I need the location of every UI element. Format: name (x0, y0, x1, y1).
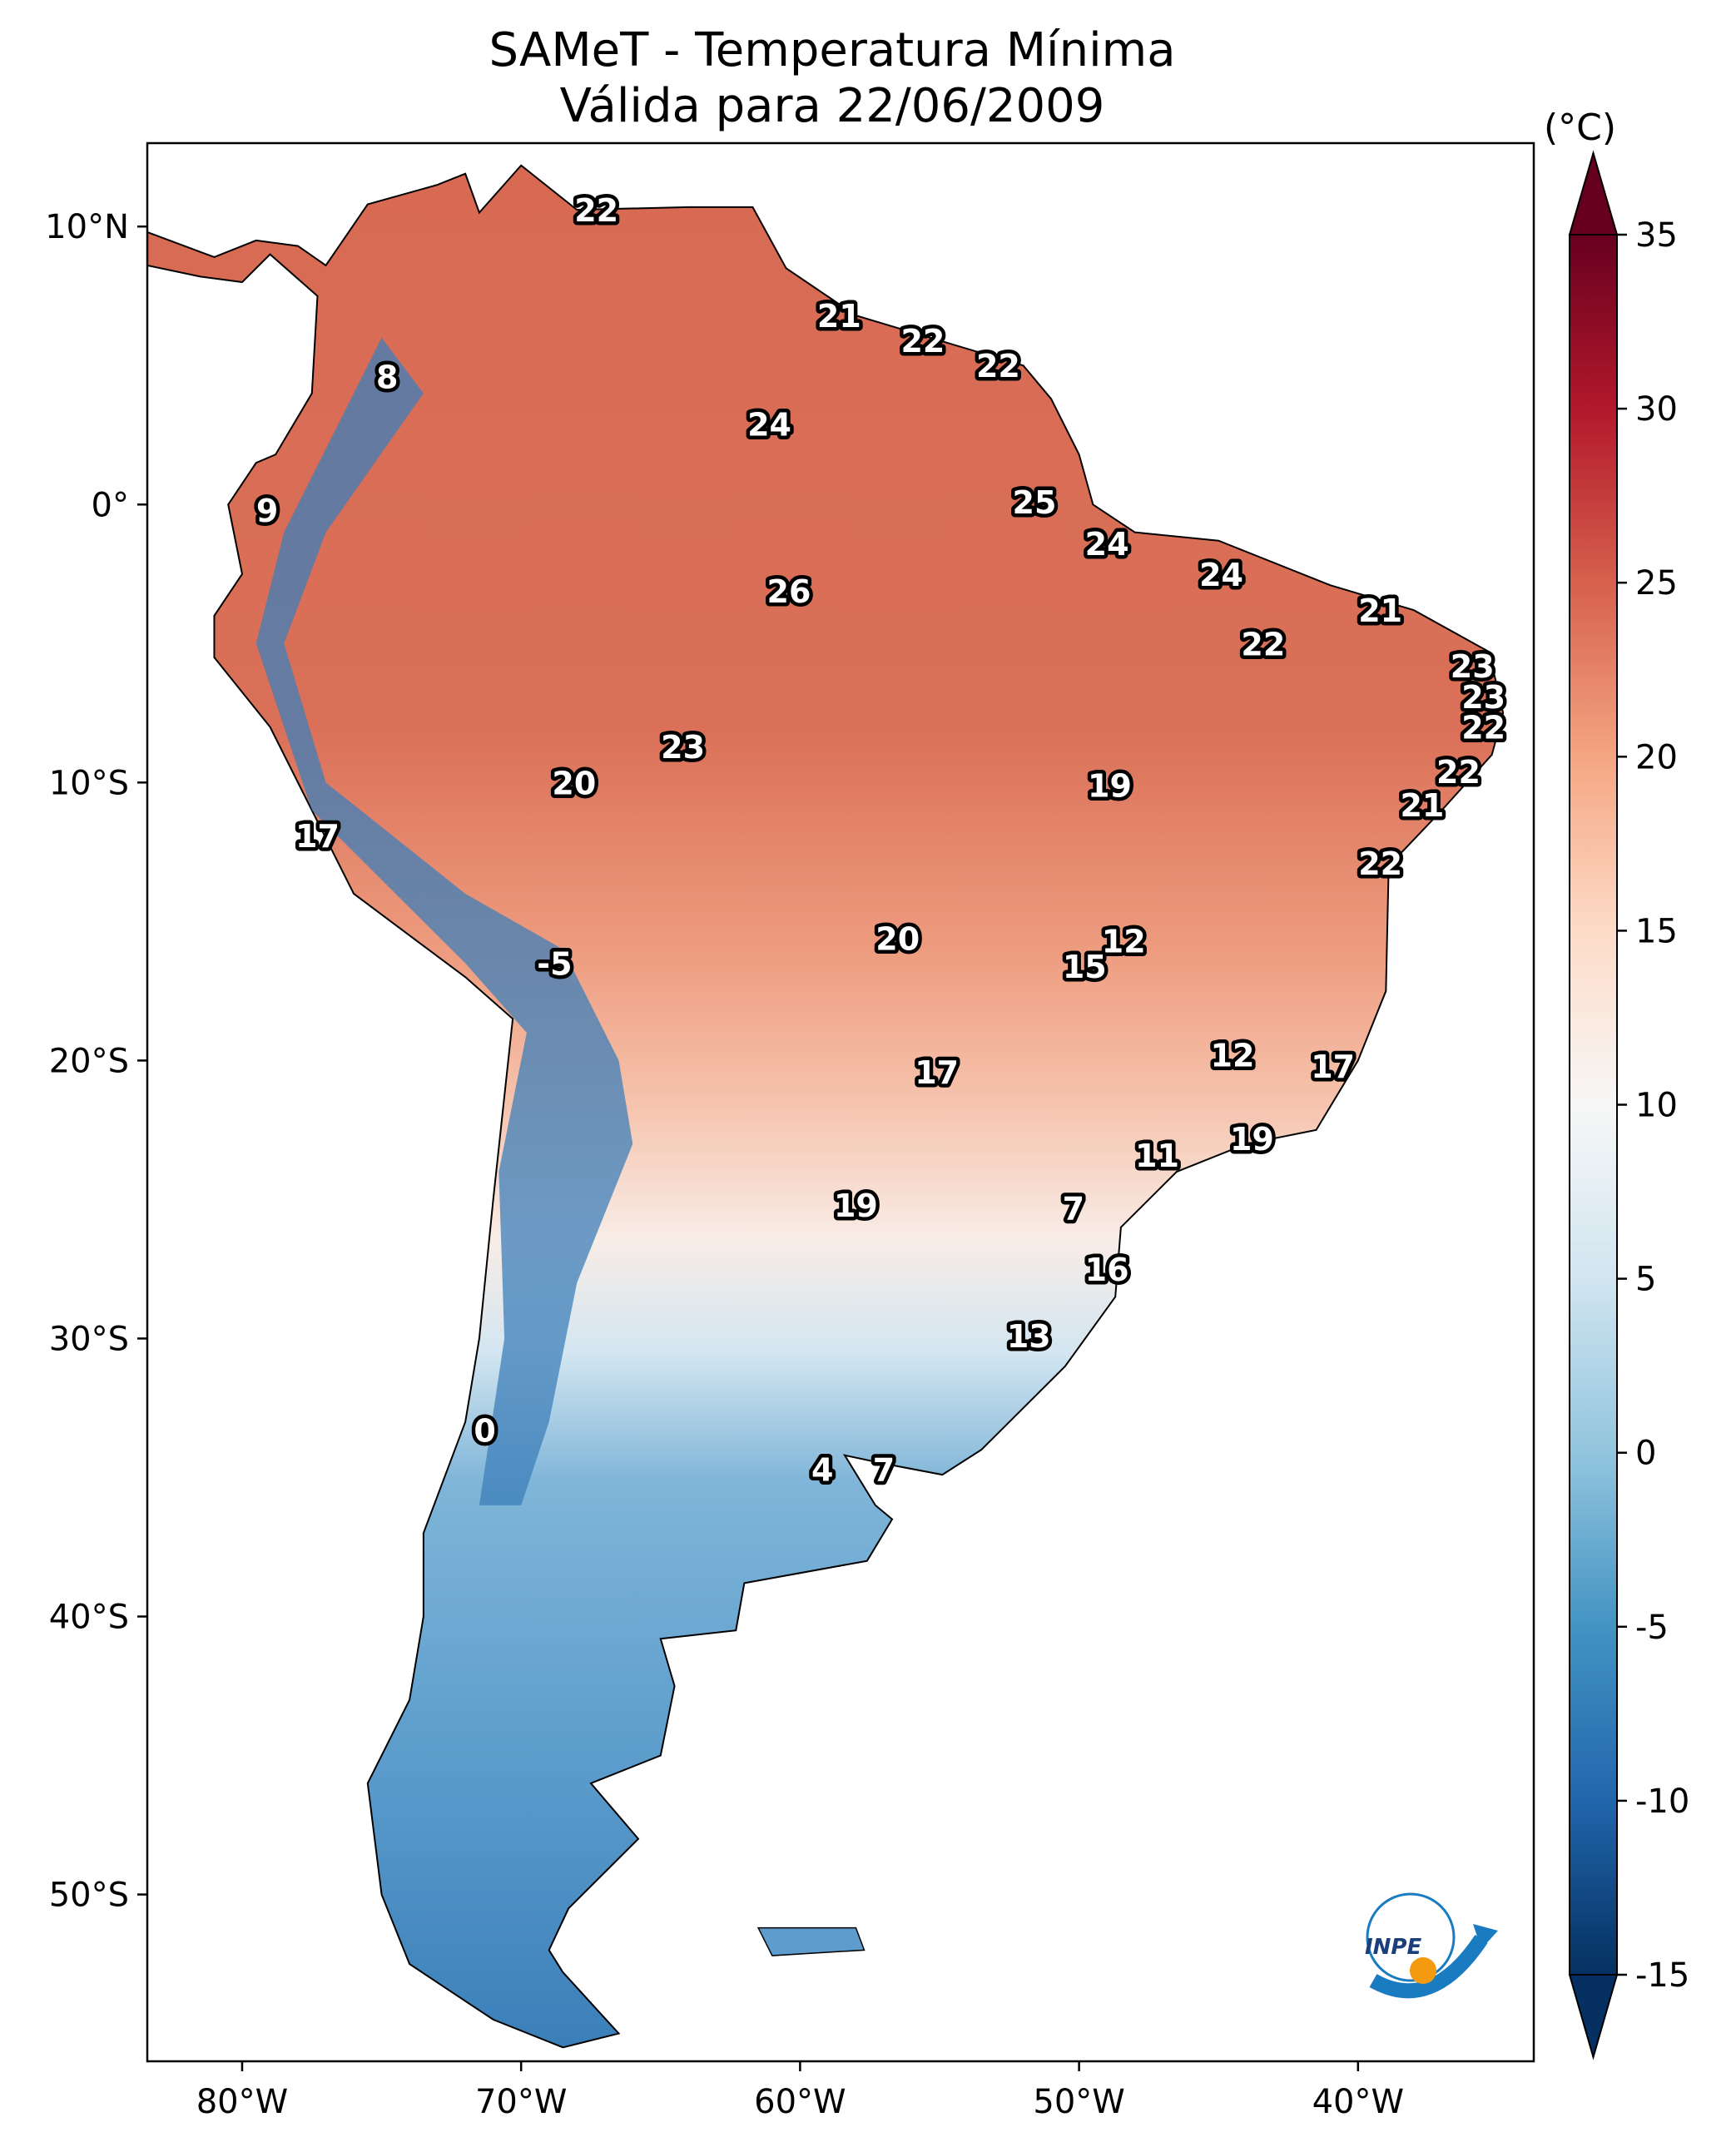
temperature-label: 24 (1085, 526, 1129, 563)
temperature-label: 22 (1358, 845, 1402, 882)
temperature-label: 21 (1400, 787, 1444, 824)
temperature-label: 22 (1436, 754, 1481, 791)
colorbar-tick-label: 30 (1635, 390, 1678, 429)
map-title: SAMeT - Temperatura Mínima (489, 23, 1176, 77)
colorbar-tick-label: 0 (1635, 1435, 1656, 1473)
temperature-label: 12 (1102, 924, 1146, 960)
colorbar-tick-label: -5 (1635, 1609, 1669, 1647)
temperature-label: 7 (1063, 1190, 1084, 1227)
temperature-label: -5 (537, 945, 572, 982)
temperature-label: 11 (1135, 1138, 1179, 1174)
inpe-logo: INPE (1365, 1892, 1498, 1999)
temperature-label: 23 (1451, 648, 1495, 685)
temperature-label: 19 (1230, 1121, 1274, 1158)
temperature-label: 7 (873, 1451, 895, 1488)
temperature-label: 23 (1461, 679, 1505, 716)
temperature-label: 22 (574, 192, 618, 229)
temperature-label: 15 (1063, 949, 1107, 985)
temperature-label: 26 (767, 573, 811, 610)
axis-ticks: 80°W 70°W 60°W 50°W 40°W10°N0°10°S20°S30°S40… (45, 208, 1404, 2121)
temperature-label: 22 (1461, 710, 1505, 746)
temperature-label: 12 (1211, 1038, 1255, 1074)
y-tick-label: 10°S (49, 764, 129, 802)
colorbar-tick-label: 20 (1635, 738, 1678, 776)
temperature-label: 17 (1311, 1049, 1355, 1085)
temperature-label: 25 (1013, 484, 1057, 521)
y-tick-label: 20°S (49, 1042, 129, 1080)
colorbar-max-extend (1568, 150, 1619, 236)
falkland-islands (756, 1926, 866, 1956)
colorbar-tick-label: 15 (1635, 912, 1678, 950)
temperature-label: 4 (811, 1451, 833, 1488)
land-layer (146, 164, 1505, 2049)
colorbar-tick-label: -15 (1635, 1956, 1689, 1995)
temperature-label: 17 (915, 1054, 959, 1091)
map-frame (146, 141, 1535, 2063)
y-tick-label: 30°S (49, 1320, 129, 1358)
temperature-label: 22 (900, 323, 945, 359)
colorbar-tick-label: -10 (1635, 1783, 1689, 1821)
temperature-label: 9 (256, 493, 278, 529)
x-tick-label: 70°W (475, 2083, 567, 2121)
svg-text:INPE: INPE (1365, 1935, 1421, 1960)
temperature-label: 20 (552, 765, 596, 801)
temperature-label: 21 (817, 298, 861, 335)
colorbar-tick-label: 5 (1635, 1261, 1656, 1299)
x-tick-label: 60°W (754, 2083, 846, 2121)
temperature-label: 17 (295, 818, 340, 855)
temperature-label: 8 (376, 359, 398, 396)
colorbar-bar (1569, 234, 1618, 1976)
x-tick-label: 50°W (1033, 2083, 1124, 2121)
temperature-label: 13 (1007, 1318, 1051, 1355)
colorbar-unit: (°C) (1544, 107, 1617, 149)
temperature-label: 22 (976, 348, 1020, 384)
temperature-label: 19 (1088, 768, 1132, 805)
temperature-label: 23 (661, 729, 705, 766)
y-tick-label: 40°S (49, 1599, 129, 1637)
south-america-landmass (146, 164, 1505, 2049)
temperature-label: 0 (474, 1413, 495, 1450)
temperature-label: 16 (1085, 1252, 1129, 1288)
map-subtitle: Válida para 22/06/2009 (559, 79, 1105, 133)
temperature-label: 19 (834, 1188, 878, 1224)
temperature-label: 24 (1199, 557, 1243, 593)
temperature-label: 21 (1358, 593, 1402, 629)
andes-cold-region (255, 337, 633, 1505)
y-tick-label: 0° (92, 486, 129, 524)
colorbar: 35 30 25 20 15 10 5 0 -5 -10 -15 (1568, 150, 1689, 2060)
temperature-label: 24 (747, 406, 791, 443)
temperature-label: 22 (1241, 626, 1285, 662)
colorbar-tick-label: 25 (1635, 564, 1678, 602)
x-tick-label: 80°W (196, 2083, 288, 2121)
colorbar-tick-label: 10 (1635, 1087, 1678, 1125)
y-tick-label: 10°N (45, 208, 129, 246)
y-tick-label: 50°S (49, 1877, 129, 1915)
colorbar-tick-label: 35 (1635, 216, 1678, 255)
temperature-label: 20 (875, 920, 920, 957)
colorbar-min-extend (1568, 1974, 1619, 2060)
x-tick-label: 40°W (1312, 2083, 1404, 2121)
